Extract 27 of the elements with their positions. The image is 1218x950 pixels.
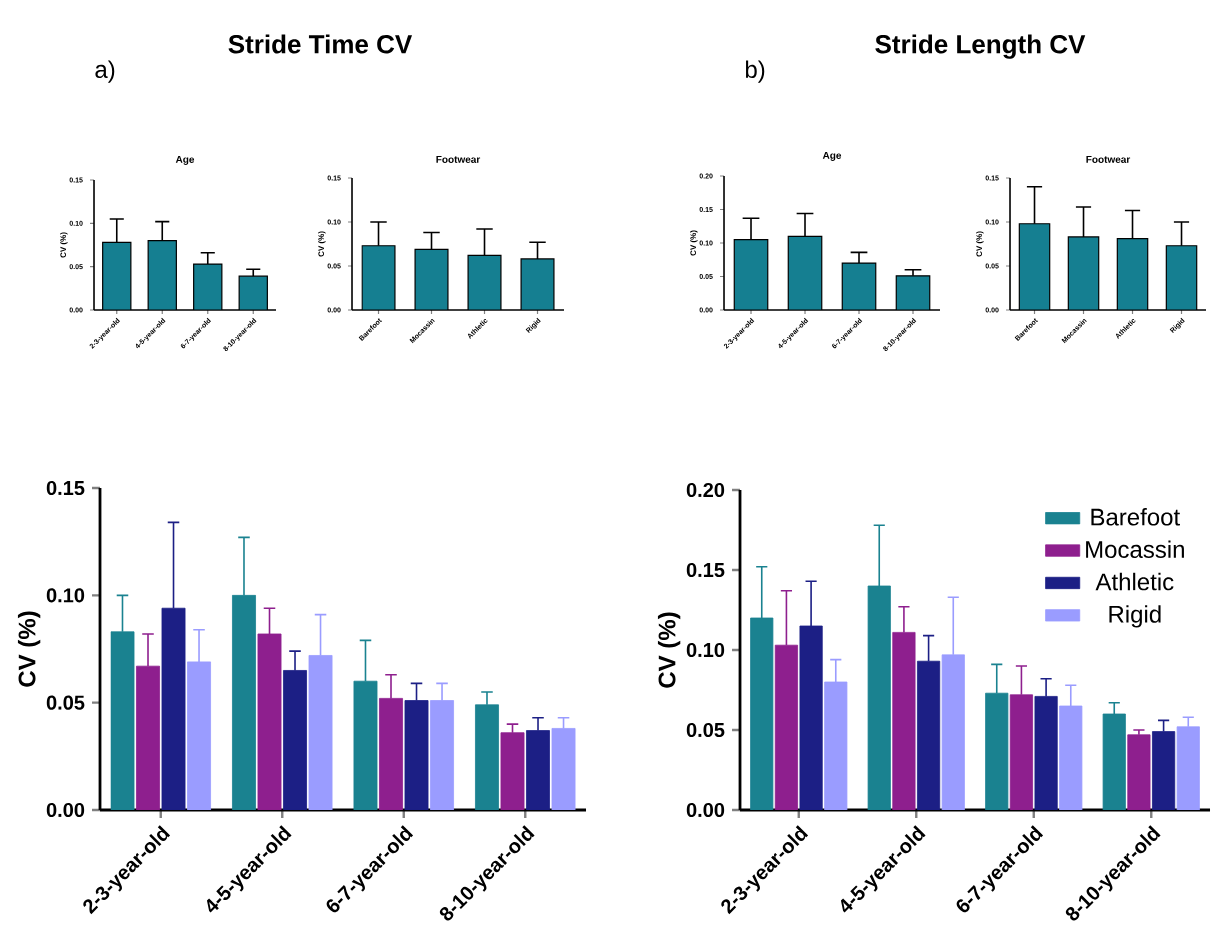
y-tick-label: 0.10 [686, 642, 725, 658]
text: Stride Time CV [228, 34, 413, 54]
text: b) [745, 60, 765, 83]
text: a) [95, 60, 115, 83]
legend-label: Athletic [1095, 572, 1174, 591]
y-tick-label: 0.05 [686, 722, 725, 738]
bar [414, 248, 449, 310]
y-axis-title: CV (%) [17, 611, 41, 687]
bar [520, 258, 555, 310]
y-axis-title: CV (%) [657, 612, 681, 688]
y-tick-label: 0.15 [46, 480, 85, 496]
y-tick-label: 0.00 [46, 802, 85, 818]
bar [238, 275, 268, 310]
bar [102, 241, 132, 310]
y-tick-label: 0.20 [686, 482, 725, 498]
bar [361, 245, 396, 310]
y-tick-label: 0.10 [46, 588, 85, 603]
legend-label: Rigid [1109, 605, 1161, 628]
bar [147, 240, 177, 310]
y-tick-label: 0.15 [686, 562, 725, 578]
y-tick-label: 0.00 [686, 802, 725, 818]
bar [193, 263, 223, 310]
bar [467, 254, 502, 310]
legend-label: Barefoot [1091, 508, 1180, 526]
legend-label: Mocassin [1086, 540, 1184, 558]
y-tick-label: 0.05 [46, 695, 85, 710]
text: Stride Length CV [875, 34, 1086, 59]
